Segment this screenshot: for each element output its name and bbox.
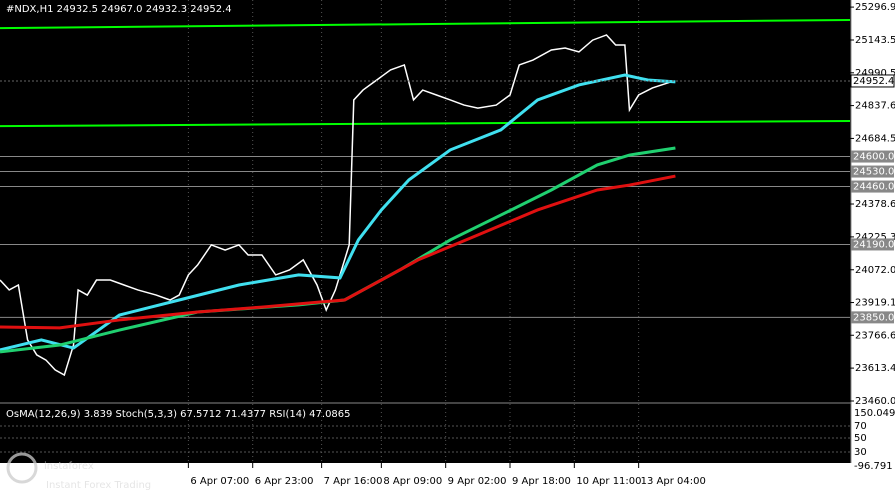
indicator-axis-label: 30 xyxy=(854,447,867,458)
level-label-box xyxy=(851,311,894,324)
level-label: 23850.0 xyxy=(853,312,894,323)
level-label-box xyxy=(851,180,894,193)
level-label: 24600.0 xyxy=(853,152,894,163)
x-tick-label: 8 Apr 09:00 xyxy=(383,476,442,487)
y-tick-label: 25143.5 xyxy=(855,35,895,46)
y-tick-label: 24837.6 xyxy=(855,101,895,112)
price-line xyxy=(0,174,676,330)
y-tick-label: 24072.0 xyxy=(855,265,895,276)
watermark: instaforex Instant Forex Trading xyxy=(6,452,151,491)
indicator-label: OsMA(12,26,9) 3.839 Stoch(5,3,3) 67.5712… xyxy=(6,409,351,420)
level-label-box xyxy=(851,150,894,163)
y-tick-label: 24684.5 xyxy=(855,133,895,144)
x-tick-label: 10 Apr 11:00 xyxy=(576,476,641,487)
watermark-brand: instaforex xyxy=(44,461,94,472)
indicator-axis-label: 50 xyxy=(854,433,867,444)
y-tick-label: 24225.3 xyxy=(855,232,895,243)
price-line xyxy=(0,34,672,377)
x-tick-label: 6 Apr 23:00 xyxy=(255,476,314,487)
indicator-axis-label: -96.791 xyxy=(854,461,893,472)
x-tick-label: 6 Apr 07:00 xyxy=(190,476,249,487)
level-label-box xyxy=(851,238,894,251)
watermark-tagline: Instant Forex Trading xyxy=(46,480,151,491)
indicator-axis-label: 150.049 xyxy=(854,408,895,419)
trend-line xyxy=(0,18,851,30)
chart-background xyxy=(0,0,851,463)
chart-title: #NDX,H1 24932.5 24967.0 24932.3 24952.4 xyxy=(6,4,232,15)
trend-line xyxy=(0,119,851,128)
y-tick-label: 23613.4 xyxy=(855,363,895,374)
level-label: 24460.0 xyxy=(853,182,894,193)
level-label: 24530.0 xyxy=(853,167,894,178)
watermark-logo xyxy=(6,452,38,484)
x-tick-label: 9 Apr 02:00 xyxy=(448,476,507,487)
level-label-box xyxy=(851,165,894,178)
x-tick-label: 7 Apr 16:00 xyxy=(324,476,383,487)
last-price-label: 24952.4 xyxy=(853,76,894,87)
x-tick-label: 9 Apr 18:00 xyxy=(512,476,571,487)
y-tick-label: 23460.0 xyxy=(855,396,895,407)
y-tick-label: 23919.1 xyxy=(855,298,895,309)
y-tick-label: 25296.9 xyxy=(855,2,895,13)
y-tick-label: 24378.6 xyxy=(855,199,895,210)
x-tick-label: 13 Apr 04:00 xyxy=(641,476,706,487)
level-label: 24190.0 xyxy=(853,239,894,250)
last-price-box xyxy=(850,74,895,88)
indicator-axis-label: 70 xyxy=(854,421,867,432)
y-tick-label: 23766.6 xyxy=(855,330,895,341)
y-tick-label: 24990.5 xyxy=(855,68,895,79)
